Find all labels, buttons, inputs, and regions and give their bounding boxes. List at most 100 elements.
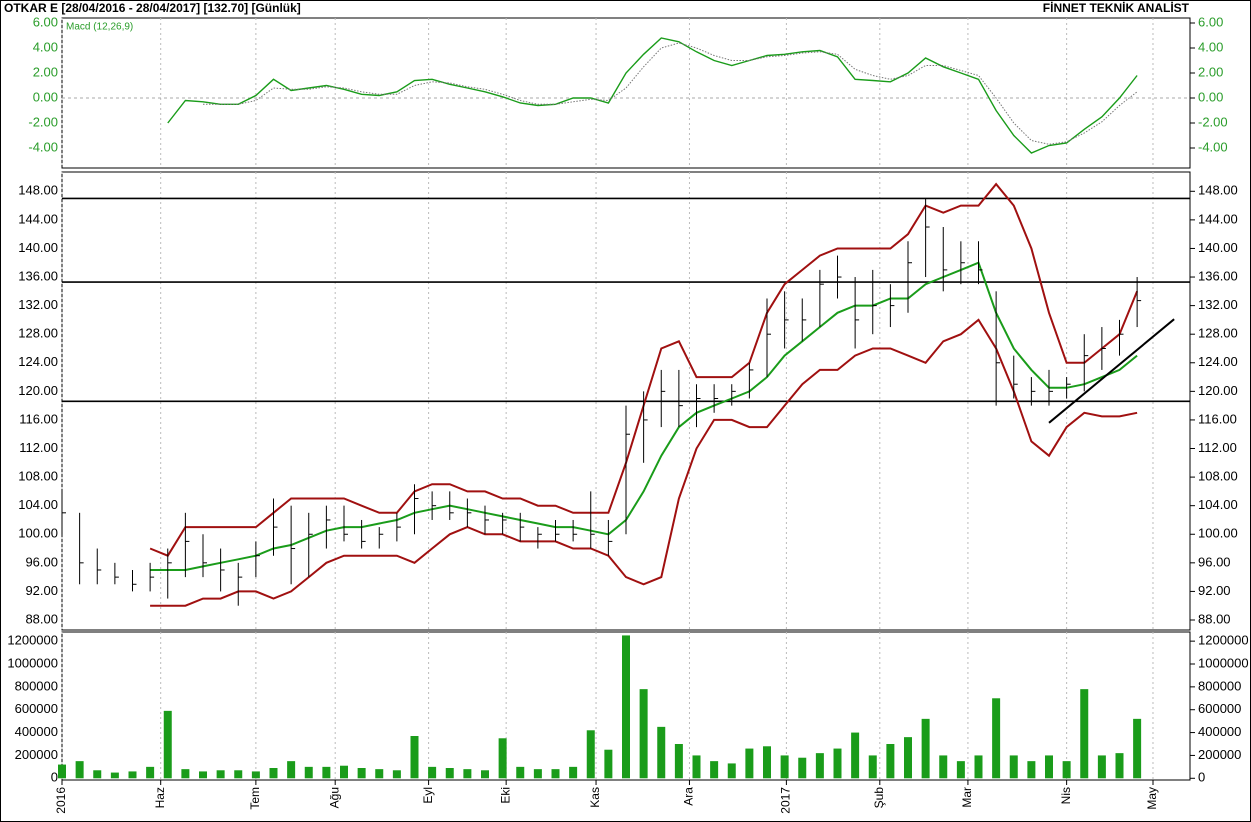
y-tick-label: 1200000 <box>7 633 58 648</box>
y-tick-label: 4.00 <box>33 39 58 54</box>
volume-bar <box>304 766 313 779</box>
source: FİNNET TEKNİK ANALİST <box>1043 0 1190 15</box>
x-tick-label: Mar <box>960 787 974 808</box>
volume-bar <box>692 755 701 779</box>
y-tick-label: 1000000 <box>1198 655 1249 670</box>
y-tick-label: 128.00 <box>18 326 58 341</box>
volume-bar <box>727 763 736 779</box>
x-tick-label: 2016 <box>54 787 68 814</box>
band-line <box>149 182 1139 557</box>
y-tick-label: 2.00 <box>1198 64 1223 79</box>
volume-bar <box>481 770 489 779</box>
x-tick-label: Kas <box>588 787 602 808</box>
volume-bar <box>604 749 613 779</box>
volume-bar <box>357 768 366 779</box>
x-tick-label: Nis <box>1059 787 1073 804</box>
y-tick-label: 2.00 <box>33 64 58 79</box>
y-tick-label: 0.00 <box>1198 89 1223 104</box>
y-tick-label: -2.00 <box>28 114 58 129</box>
y-tick-label: -4.00 <box>1198 139 1228 154</box>
y-tick-label: 120.00 <box>1198 383 1238 398</box>
volume-bar <box>463 769 472 779</box>
y-tick-label: 1200000 <box>1198 633 1249 648</box>
y-tick-label: 92.00 <box>1198 583 1231 598</box>
y-tick-label: 800000 <box>1198 678 1241 693</box>
volume-bar <box>216 770 225 779</box>
y-tick-label: 144.00 <box>1198 211 1238 226</box>
y-tick-label: 148.00 <box>1198 183 1238 198</box>
volume-bar <box>269 768 278 779</box>
y-tick-label: 120.00 <box>18 383 58 398</box>
volume-bar <box>868 755 877 779</box>
band-line <box>150 261 1138 571</box>
x-tick-label: Ara <box>682 787 696 806</box>
volume-bar <box>904 737 912 779</box>
y-tick-label: 132.00 <box>18 297 58 312</box>
volume-bar <box>974 755 983 779</box>
volume-bar <box>956 761 965 779</box>
x-tick-label: Şub <box>872 787 886 809</box>
volume-bar <box>163 710 172 779</box>
y-tick-label: 1000000 <box>7 655 58 670</box>
y-tick-label: 4.00 <box>1198 39 1223 54</box>
y-tick-label: 0 <box>51 770 58 785</box>
y-tick-label: 96.00 <box>25 554 58 569</box>
y-tick-label: 108.00 <box>18 469 58 484</box>
y-tick-label: 96.00 <box>1198 554 1231 569</box>
volume-bar <box>533 769 542 779</box>
volume-bar <box>815 753 824 779</box>
volume-bar <box>110 772 119 779</box>
volume-bar <box>780 755 789 779</box>
y-tick-label: 800000 <box>15 678 58 693</box>
y-tick-label: -4.00 <box>28 139 58 154</box>
volume-bar <box>322 766 331 779</box>
volume-bar <box>921 718 930 779</box>
y-tick-label: 88.00 <box>1198 611 1231 626</box>
y-tick-label: 6.00 <box>33 14 58 29</box>
y-tick-label: 92.00 <box>25 583 58 598</box>
x-tick-label: 2017 <box>779 787 793 814</box>
x-tick-label: Eyl <box>421 787 435 804</box>
y-tick-label: 104.00 <box>18 497 58 512</box>
y-tick-label: 136.00 <box>1198 268 1238 283</box>
volume-bar <box>146 766 155 779</box>
volume-bar <box>516 766 525 779</box>
volume-bar <box>569 766 578 779</box>
volume-bar <box>586 730 595 779</box>
y-tick-label: 100.00 <box>1198 526 1238 541</box>
volume-bar <box>58 764 66 779</box>
volume-bar <box>1027 761 1036 779</box>
y-tick-label: 108.00 <box>1198 469 1238 484</box>
volume-bar <box>128 771 137 779</box>
volume-bar <box>1097 755 1106 779</box>
volume-bar <box>375 769 384 779</box>
volume-bar <box>886 744 895 779</box>
volume-bar <box>93 770 102 779</box>
volume-bar <box>551 769 560 779</box>
y-tick-label: 124.00 <box>1198 354 1238 369</box>
volume-bar <box>798 757 807 779</box>
x-tick-label: Tem <box>248 787 262 810</box>
volume-bar <box>745 748 754 779</box>
volume-bar <box>287 761 296 779</box>
macd-line <box>203 42 1138 145</box>
volume-bar <box>833 748 842 779</box>
y-tick-label: 200000 <box>1198 747 1241 762</box>
y-tick-label: 112.00 <box>19 440 58 455</box>
volume-bar <box>498 738 507 779</box>
volume-bar <box>1062 761 1071 779</box>
y-tick-label: 200000 <box>15 747 58 762</box>
y-tick-label: 104.00 <box>1198 497 1238 512</box>
volume-bar <box>340 765 348 779</box>
volume-bar <box>1009 755 1018 779</box>
volume-bar <box>939 755 948 779</box>
volume-bar <box>710 761 719 779</box>
panel-label: Macd (12,26,9) <box>66 22 133 33</box>
volume-bar <box>181 769 190 779</box>
volume-bar <box>851 732 860 779</box>
volume-bar <box>657 726 666 779</box>
y-tick-label: 112.00 <box>1198 440 1237 455</box>
y-tick-label: 100.00 <box>18 526 58 541</box>
y-tick-label: 600000 <box>1198 701 1241 716</box>
volume-bar <box>75 761 84 779</box>
